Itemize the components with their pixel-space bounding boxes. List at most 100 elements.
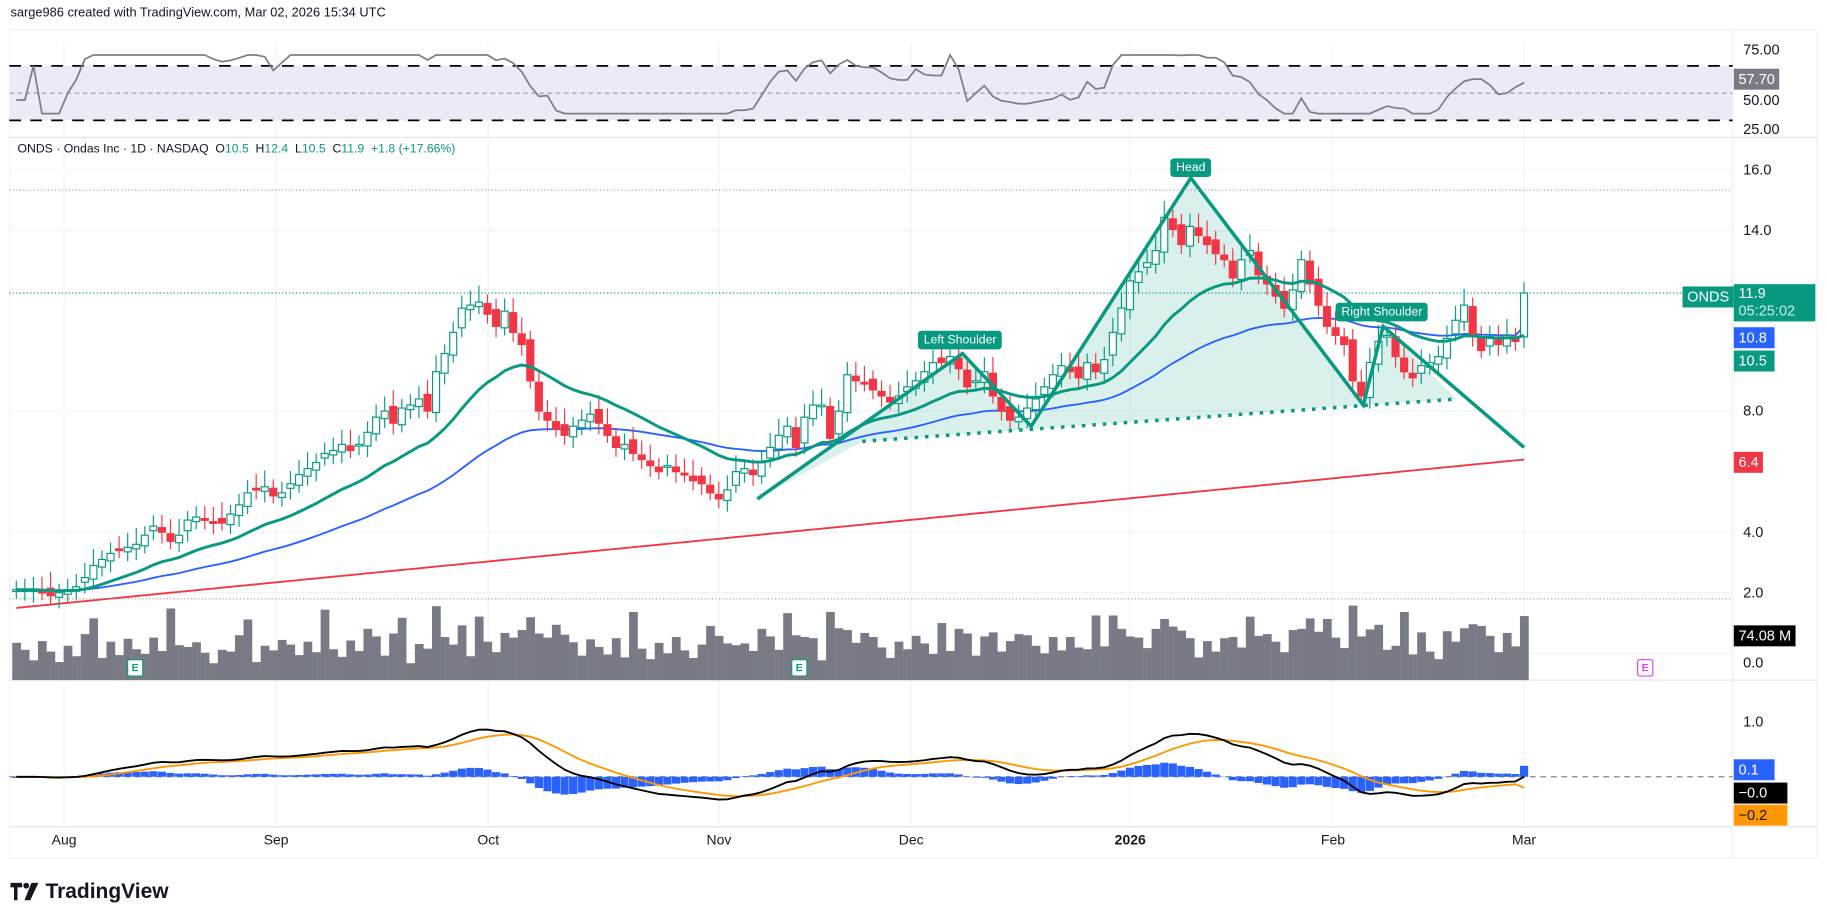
candle-body	[1485, 337, 1494, 347]
volume-bar	[551, 624, 561, 681]
macd-histogram-bar	[534, 776, 543, 789]
candle-body	[192, 516, 201, 523]
candle-body	[149, 525, 158, 532]
volume-bar	[637, 648, 647, 681]
macd-histogram-bar	[432, 774, 441, 777]
high-value: 12.4	[264, 142, 289, 157]
tradingview-logo[interactable]: TradingView	[10, 879, 169, 903]
candle-body	[397, 407, 406, 426]
ema-20-line	[16, 276, 1525, 593]
volume-bar	[226, 651, 236, 681]
macd-histogram-bar	[1280, 776, 1289, 788]
volume-bar	[1271, 641, 1281, 681]
volume-bar	[646, 659, 655, 681]
macd-histogram-bar	[526, 776, 535, 784]
left-shoulder-label[interactable]: Left Shoulder	[917, 330, 1003, 350]
macd-histogram-bar	[1305, 776, 1314, 785]
volume-bar	[1083, 649, 1092, 681]
macd-histogram-bar	[1434, 776, 1443, 779]
head-label[interactable]: Head	[1170, 158, 1212, 178]
candle-body	[1108, 331, 1117, 356]
bar-countdown: 05:25:02	[1738, 302, 1796, 320]
volume-bar	[46, 651, 56, 681]
candle-body	[526, 339, 535, 382]
volume-bar	[526, 617, 535, 681]
volume-bar	[449, 644, 458, 681]
macd-histogram-bar	[988, 776, 997, 780]
volume-bar	[971, 655, 981, 681]
candle-body	[1502, 334, 1512, 347]
macd-histogram-bar	[868, 769, 878, 777]
candle-body	[569, 425, 578, 438]
macd-histogram-bar	[671, 776, 681, 784]
macd-histogram-bar	[269, 774, 278, 777]
earnings-icon[interactable]: E	[791, 659, 808, 677]
volume-bar	[826, 611, 835, 681]
macd-histogram-bar	[500, 773, 509, 777]
volume-bar	[654, 642, 664, 681]
candle-body	[1014, 416, 1023, 423]
volume-bar	[166, 608, 176, 681]
macd-histogram-bar	[697, 776, 706, 782]
volume-bar	[954, 628, 964, 681]
volume-bar	[963, 633, 972, 681]
volume-bar	[1468, 624, 1478, 681]
candle-body	[1083, 362, 1092, 380]
volume-bar	[1519, 616, 1529, 681]
rsi-tick-25: 25.00	[1743, 121, 1780, 138]
macd-histogram-bar	[646, 776, 655, 787]
macd-histogram-bar	[1048, 776, 1057, 779]
volume-bar	[620, 657, 630, 681]
macd-histogram-bar	[740, 776, 749, 777]
macd-histogram-bar	[1134, 765, 1143, 777]
candle-body	[680, 472, 689, 476]
open-value: 10.5	[224, 142, 249, 157]
candle-body	[115, 548, 124, 552]
volume-bar	[329, 649, 338, 681]
macd-histogram-bar	[1485, 773, 1494, 777]
earnings-icon[interactable]: E	[127, 659, 144, 677]
candle-body	[1297, 259, 1306, 293]
macd-histogram-bar	[783, 768, 792, 777]
macd-histogram-bar	[397, 774, 406, 777]
volume-bar	[354, 650, 364, 681]
candle-body	[1125, 280, 1135, 311]
volume-bar	[1203, 641, 1212, 681]
volume-bar	[611, 638, 621, 681]
right-shoulder-label[interactable]: Right Shoulder	[1335, 302, 1429, 322]
candle-body	[1468, 306, 1477, 336]
macd-histogram-bar	[1031, 776, 1040, 783]
upcoming-earnings-icon[interactable]: E	[1637, 659, 1654, 677]
volume-bar	[1297, 628, 1306, 681]
macd-histogram-bar	[637, 776, 646, 787]
macd-histogram-bar	[629, 776, 638, 788]
candle-body	[731, 471, 740, 486]
volume-bar	[586, 639, 595, 681]
macd-histogram-bar	[1502, 773, 1511, 777]
volume-bar	[1151, 628, 1161, 681]
macd-histogram-bar	[449, 770, 458, 777]
volume-bar	[980, 636, 990, 681]
macd-histogram-bar	[115, 772, 124, 777]
volume-bar	[1254, 635, 1264, 681]
volume-bar	[569, 642, 578, 681]
volume-bar	[1340, 648, 1349, 681]
candle-body	[783, 425, 792, 438]
candle-body	[1357, 381, 1366, 397]
macd-histogram-bar	[1297, 776, 1306, 785]
macd-histogram-bar	[774, 770, 783, 777]
candle-body	[303, 468, 312, 477]
time-label-feb: Feb	[1320, 831, 1346, 848]
macd-histogram-bar	[1245, 776, 1254, 782]
volume-bar	[491, 652, 501, 681]
candle-body	[252, 487, 261, 491]
volume-bar	[671, 637, 681, 681]
macd-histogram-bar	[1408, 776, 1417, 784]
macd-histogram-bar	[937, 773, 946, 777]
macd-histogram-bar	[843, 767, 852, 777]
candle-body	[294, 474, 304, 486]
volume-bar	[72, 656, 81, 681]
macd-histogram-bar	[903, 774, 912, 777]
candle-body	[1185, 225, 1195, 247]
